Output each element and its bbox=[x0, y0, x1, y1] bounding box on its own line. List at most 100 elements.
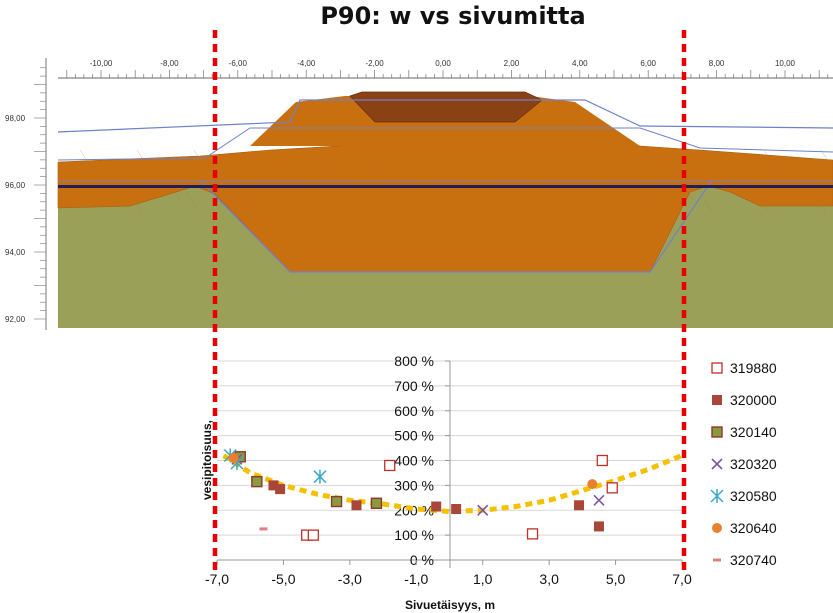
series-320000 bbox=[268, 480, 604, 532]
x-tick-label: 5,0 bbox=[606, 571, 626, 587]
data-point bbox=[596, 454, 608, 467]
data-point bbox=[451, 504, 462, 515]
mesh-line bbox=[79, 149, 105, 189]
legend-label: 319880 bbox=[730, 360, 777, 376]
legend-marker bbox=[712, 523, 722, 533]
data-point bbox=[251, 475, 263, 488]
mesh-line bbox=[744, 173, 770, 213]
mesh-line bbox=[535, 149, 561, 189]
mesh-line bbox=[117, 173, 143, 213]
mesh-line bbox=[364, 149, 390, 189]
y-tick-label: 800 % bbox=[394, 353, 434, 369]
mesh-line bbox=[687, 173, 713, 213]
x-tick-label: 1,0 bbox=[473, 571, 493, 587]
ground-outline bbox=[57, 127, 833, 161]
data-point bbox=[593, 521, 604, 532]
mesh-line bbox=[478, 149, 504, 189]
ruler-tick-label: 6,00 bbox=[640, 59, 656, 68]
legend-label: 320580 bbox=[730, 488, 777, 504]
ruler-tick-label: -8,00 bbox=[160, 59, 179, 68]
elevation-tick-label: 96,00 bbox=[5, 181, 26, 190]
upper-outline bbox=[57, 99, 833, 133]
y-tick-label: 100 % bbox=[394, 527, 434, 543]
data-point bbox=[307, 529, 319, 541]
mesh-line bbox=[820, 149, 833, 170]
excavation-outline bbox=[199, 179, 713, 273]
mesh-line bbox=[573, 173, 599, 213]
page-title: P90: w vs sivumitta bbox=[320, 2, 586, 30]
data-point bbox=[351, 500, 362, 511]
legend-marker bbox=[712, 395, 722, 405]
ruler-tick-label: 0,00 bbox=[435, 59, 451, 68]
ruler-tick-label: -2,00 bbox=[365, 59, 384, 68]
x-tick-label: -5,0 bbox=[271, 571, 295, 587]
mesh-line bbox=[459, 173, 485, 213]
ruler-tick-label: 10,00 bbox=[775, 59, 796, 68]
y-tick-label: 0 % bbox=[410, 552, 434, 568]
mesh-line bbox=[307, 149, 333, 189]
y-tick-label: 700 % bbox=[394, 378, 434, 394]
y-tick-label: 600 % bbox=[394, 403, 434, 419]
legend-label: 320640 bbox=[730, 520, 777, 536]
data-point bbox=[431, 501, 442, 512]
mesh-line bbox=[250, 149, 276, 189]
y-tick-label: 400 % bbox=[394, 453, 434, 469]
ruler-tick-label: 4,00 bbox=[572, 59, 588, 68]
x-tick-label: -3,0 bbox=[338, 571, 362, 587]
x-tick-label: -7,0 bbox=[205, 571, 229, 587]
mesh-line bbox=[801, 173, 827, 213]
mesh-line bbox=[174, 173, 200, 213]
data-point bbox=[275, 484, 286, 495]
data-point bbox=[268, 480, 279, 491]
mesh-line bbox=[288, 173, 314, 213]
elevation-tick-label: 94,00 bbox=[5, 248, 26, 257]
embankment-core bbox=[349, 91, 543, 123]
mesh-line bbox=[649, 149, 675, 189]
legend-label: 320740 bbox=[730, 552, 777, 568]
data-point bbox=[384, 459, 396, 472]
ruler-tick-label: 8,00 bbox=[709, 59, 725, 68]
data-point bbox=[587, 479, 598, 490]
x-tick-label: -1,0 bbox=[404, 571, 428, 587]
mesh-line bbox=[193, 149, 219, 189]
elevation-tick-label: 98,00 bbox=[5, 114, 26, 123]
trend-line bbox=[222, 453, 683, 515]
data-point bbox=[477, 504, 489, 516]
legend-marker bbox=[711, 458, 723, 470]
mesh-line bbox=[136, 149, 162, 189]
x-tick-label: 3,0 bbox=[539, 571, 559, 587]
ruler-tick-label: 2,00 bbox=[504, 59, 520, 68]
data-point bbox=[370, 497, 383, 509]
legend-marker bbox=[711, 362, 723, 374]
y-tick-label: 500 % bbox=[394, 428, 434, 444]
mesh-line bbox=[516, 173, 542, 213]
data-point bbox=[228, 453, 239, 464]
legend-label: 320140 bbox=[730, 424, 777, 440]
mesh-line bbox=[421, 149, 447, 189]
water-level-line bbox=[58, 185, 833, 188]
data-point bbox=[259, 527, 268, 531]
series-319880 bbox=[301, 454, 618, 541]
mesh-line bbox=[706, 149, 732, 189]
data-point bbox=[606, 482, 618, 494]
data-point bbox=[593, 494, 605, 506]
data-point bbox=[574, 500, 585, 511]
elevation-tick-label: 92,00 bbox=[5, 315, 26, 324]
data-point bbox=[526, 528, 539, 540]
series-320740 bbox=[259, 527, 268, 531]
ruler-tick-label: -6,00 bbox=[229, 59, 248, 68]
mesh-line bbox=[630, 173, 656, 213]
mesh-line bbox=[402, 173, 428, 213]
legend-label: 320320 bbox=[730, 456, 777, 472]
series-320640 bbox=[228, 453, 598, 490]
ruler-tick-label: -10,00 bbox=[90, 59, 113, 68]
y-tick-label: 300 % bbox=[394, 477, 434, 493]
x-axis-title: Sivuetäisyys, m bbox=[405, 598, 495, 612]
data-point bbox=[330, 495, 343, 508]
mesh-line bbox=[231, 173, 257, 213]
ruler-tick-label: -4,00 bbox=[297, 59, 316, 68]
mesh-line bbox=[592, 149, 618, 189]
legend-marker bbox=[713, 558, 721, 562]
